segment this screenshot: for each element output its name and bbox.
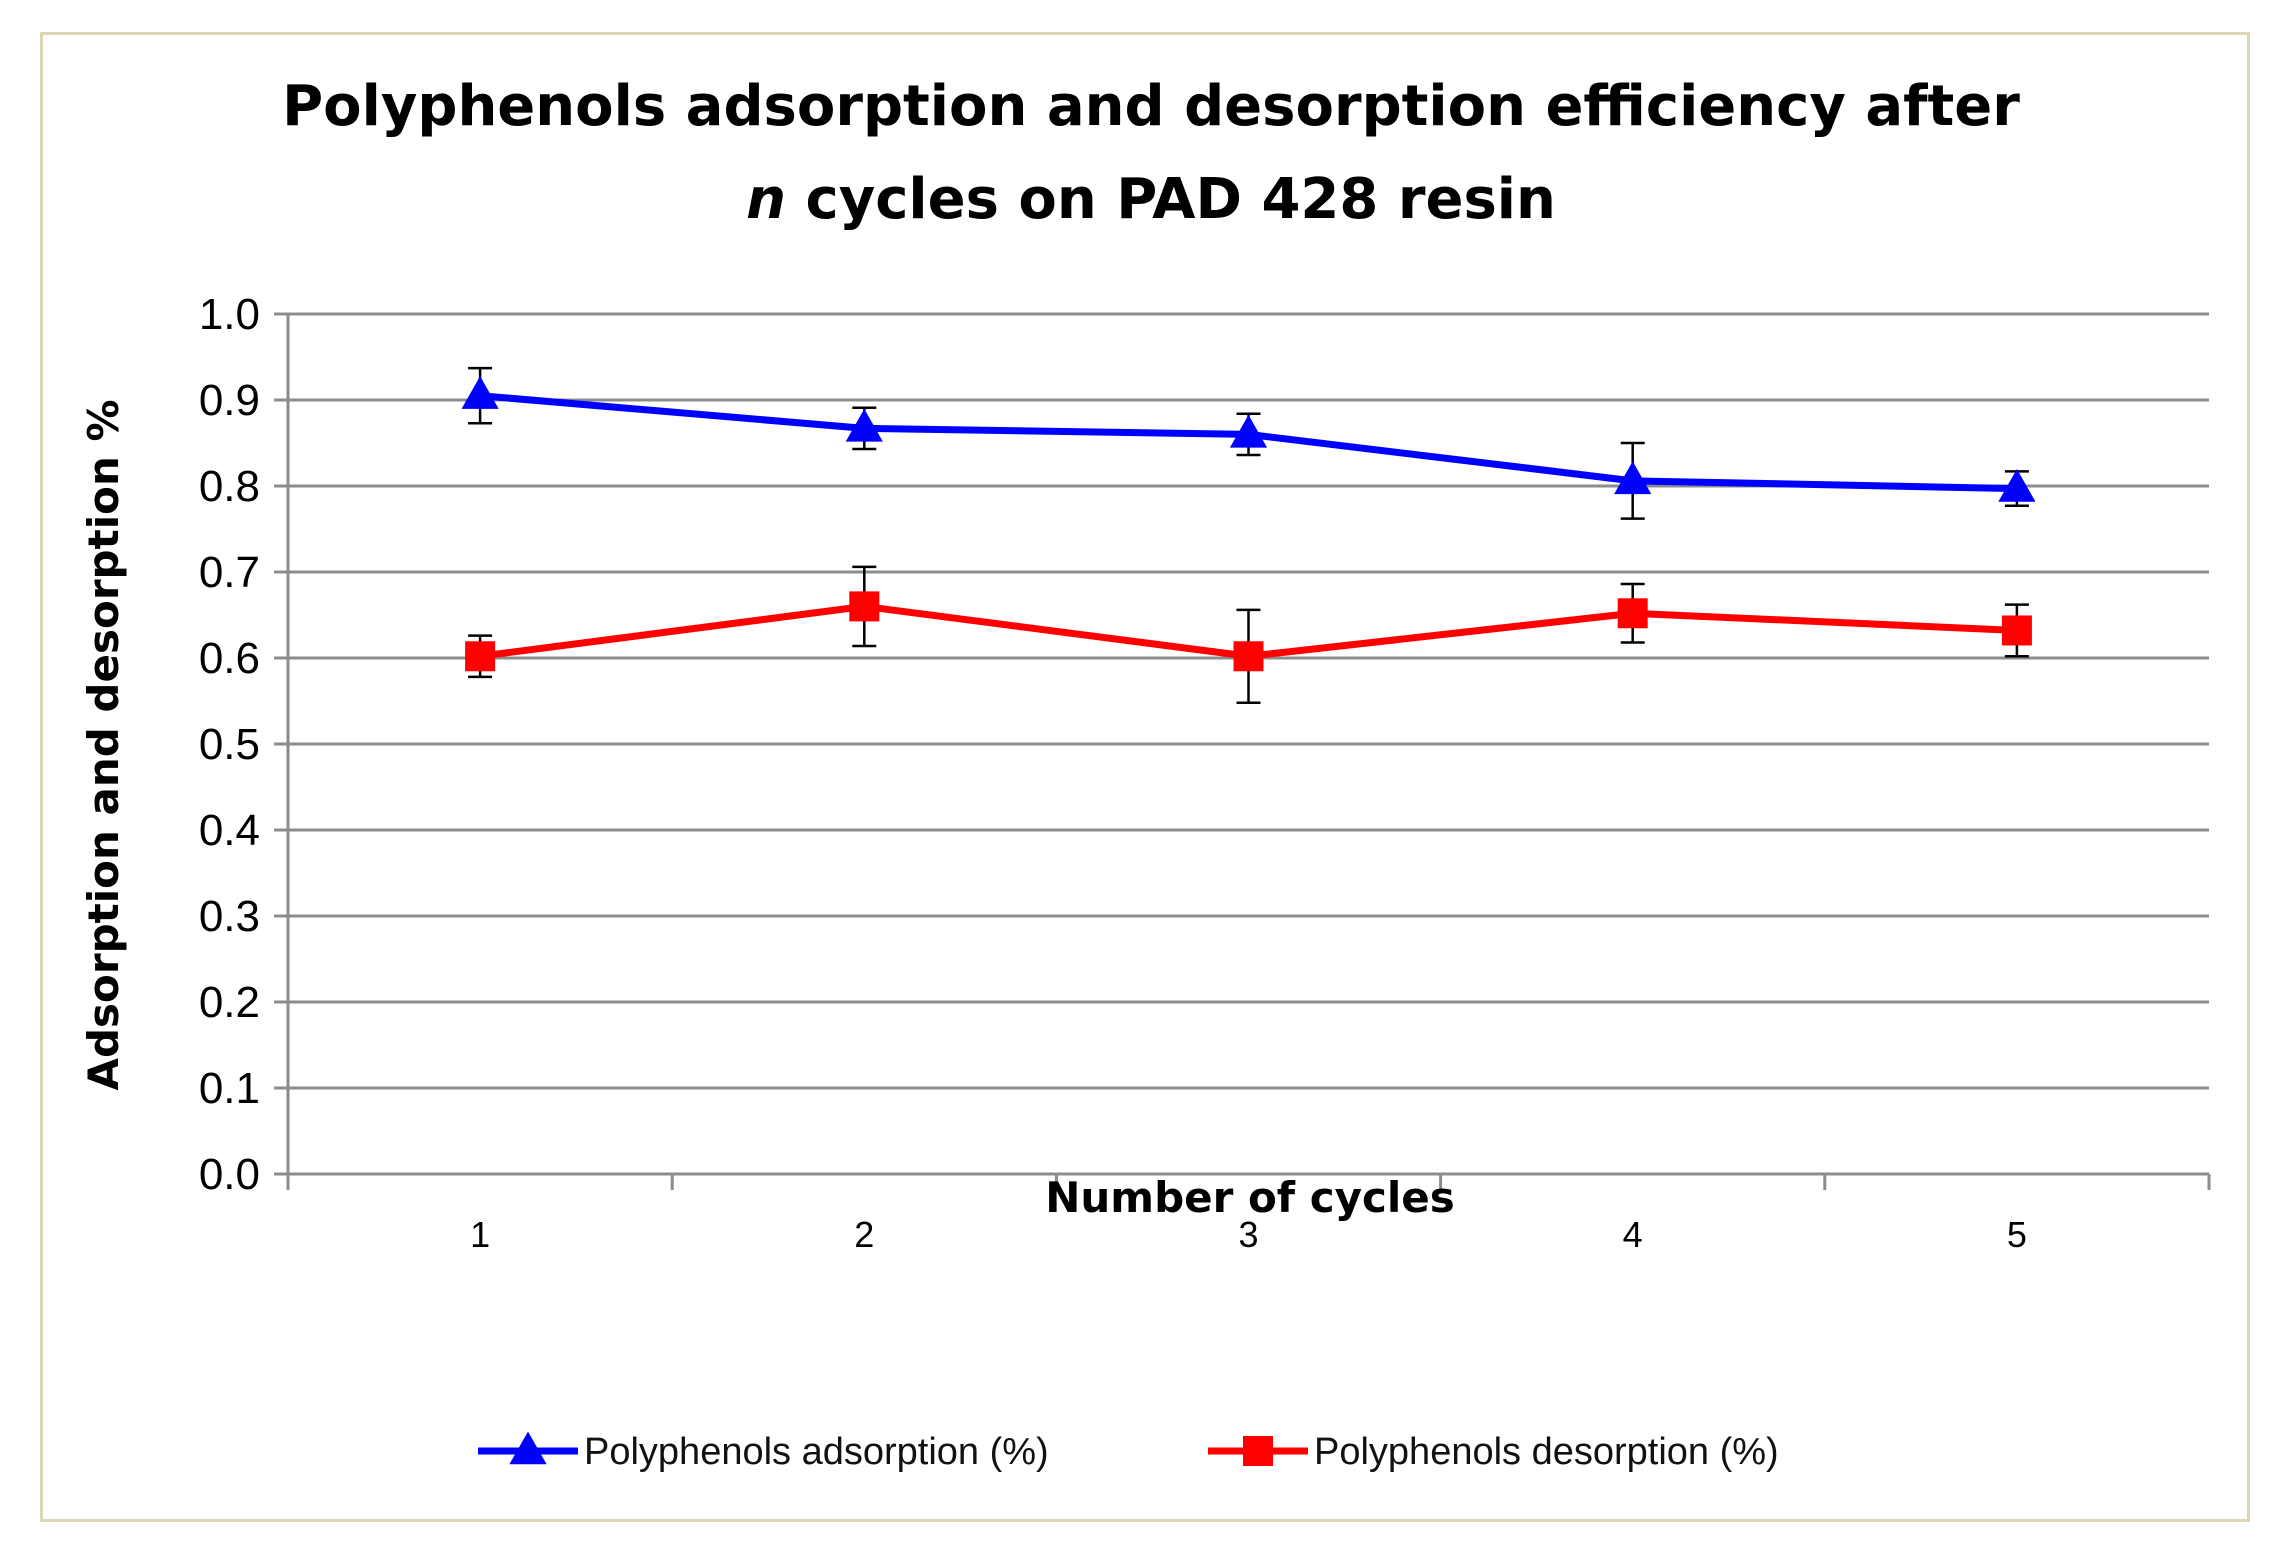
y-tick-label: 0.4 <box>199 806 260 855</box>
legend-label-desorption: Polyphenols desorption (%) <box>1314 1431 1779 1473</box>
chart-title-line2: n cycles on PAD 428 resin <box>746 167 1556 232</box>
chart-svg: Polyphenols adsorption and desorption ef… <box>79 74 2211 1473</box>
series-desorption <box>465 565 2032 704</box>
data-point-adsorption <box>1229 414 1268 448</box>
chart-title: Polyphenols adsorption and desorption ef… <box>282 74 2020 232</box>
y-tick-label: 0.2 <box>199 978 260 1027</box>
axis-layer <box>274 312 2211 1190</box>
x-tick-label: 1 <box>470 1214 490 1255</box>
chart-title-italic-n: n <box>746 167 786 232</box>
y-tick-label: 0.3 <box>199 892 260 941</box>
data-point-adsorption <box>461 376 499 409</box>
data-point-desorption <box>1617 598 1648 629</box>
y-tick-label: 0.1 <box>199 1064 260 1113</box>
legend-item-desorption: Polyphenols desorption (%) <box>1208 1431 1779 1473</box>
y-tick-label: 0.9 <box>199 376 260 425</box>
x-tick-label: 5 <box>2007 1214 2027 1255</box>
y-tick-label: 0.5 <box>199 720 260 769</box>
data-point-adsorption <box>1998 469 2036 502</box>
legend: Polyphenols adsorption (%) Polyphenols de… <box>478 1431 1779 1473</box>
x-tick-label: 2 <box>854 1214 874 1255</box>
y-tick-label: 0.6 <box>199 634 260 683</box>
data-point-adsorption <box>1614 461 1652 495</box>
chart-frame: Polyphenols adsorption and desorption ef… <box>40 32 2250 1522</box>
data-point-desorption <box>1233 641 1264 672</box>
x-tick-labels: 1 2 3 4 5 <box>470 1214 2027 1255</box>
chart-title-line1: Polyphenols adsorption and desorption ef… <box>282 74 2020 139</box>
chart-title-line2-rest: cycles on PAD 428 resin <box>786 167 1556 232</box>
data-point-desorption <box>849 591 880 622</box>
x-tick-label: 4 <box>1623 1214 1643 1255</box>
y-tick-label: 0.8 <box>199 462 260 511</box>
y-tick-labels: 0.0 0.1 0.2 0.3 0.4 0.5 0.6 0.7 0.8 0.9 1.0 <box>199 290 260 1199</box>
x-tick-label: 3 <box>1238 1214 1258 1255</box>
data-point-desorption <box>465 641 496 672</box>
legend-item-adsorption: Polyphenols adsorption (%) <box>478 1431 1049 1473</box>
y-axis-label: Adsorption and desorption % <box>79 399 128 1090</box>
grid-layer <box>288 312 2209 1176</box>
y-tick-label: 0.0 <box>199 1150 260 1199</box>
data-point-desorption <box>2001 615 2032 646</box>
y-tick-label: 0.7 <box>199 548 260 597</box>
series-adsorption <box>461 366 2036 520</box>
legend-marker-adsorption <box>509 1431 547 1465</box>
data-point-adsorption <box>845 408 883 442</box>
y-tick-label: 1.0 <box>199 290 260 339</box>
legend-marker-desorption <box>1243 1436 1273 1466</box>
x-axis-label: Number of cycles <box>1045 1173 1455 1222</box>
series-layer <box>461 366 2036 704</box>
legend-label-adsorption: Polyphenols adsorption (%) <box>584 1431 1049 1473</box>
